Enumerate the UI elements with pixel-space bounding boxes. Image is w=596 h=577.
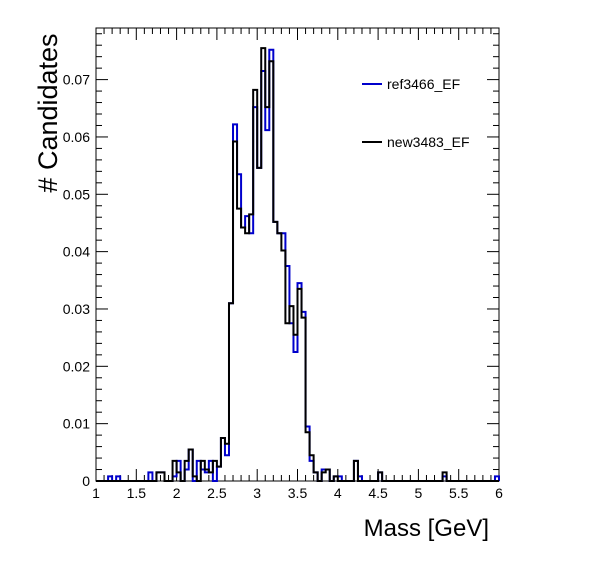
y-tick-label: 0.03 [63,301,90,317]
x-tick-label: 5.5 [449,485,469,501]
x-tick-label: 1.5 [127,485,147,501]
x-tick-label: 3 [253,485,261,501]
x-tick-label: 4 [334,485,342,501]
y-tick-label: 0.04 [63,244,90,260]
y-tick-label: 0.06 [63,129,90,145]
x-tick-label: 3.5 [288,485,308,501]
x-axis-title: Mass [GeV] [364,515,489,542]
x-tick-label: 4.5 [368,485,388,501]
y-axis-title: # Candidates [33,33,63,192]
x-tick-label: 5 [415,485,423,501]
x-tick-label: 1 [92,485,100,501]
legend-label: ref3466_EF [387,76,460,92]
series-line-new [96,47,499,482]
legend-label: new3483_EF [387,134,470,150]
y-tick-label: 0.02 [63,358,90,374]
y-tick-label: 0.07 [63,72,90,88]
x-tick-label: 2.5 [207,485,227,501]
y-tick-label: 0.05 [63,186,90,202]
y-tick-label: 0 [82,473,90,489]
y-tick-label: 0.01 [63,416,90,432]
x-tick-label: 6 [495,485,503,501]
x-tick-label: 2 [173,485,181,501]
